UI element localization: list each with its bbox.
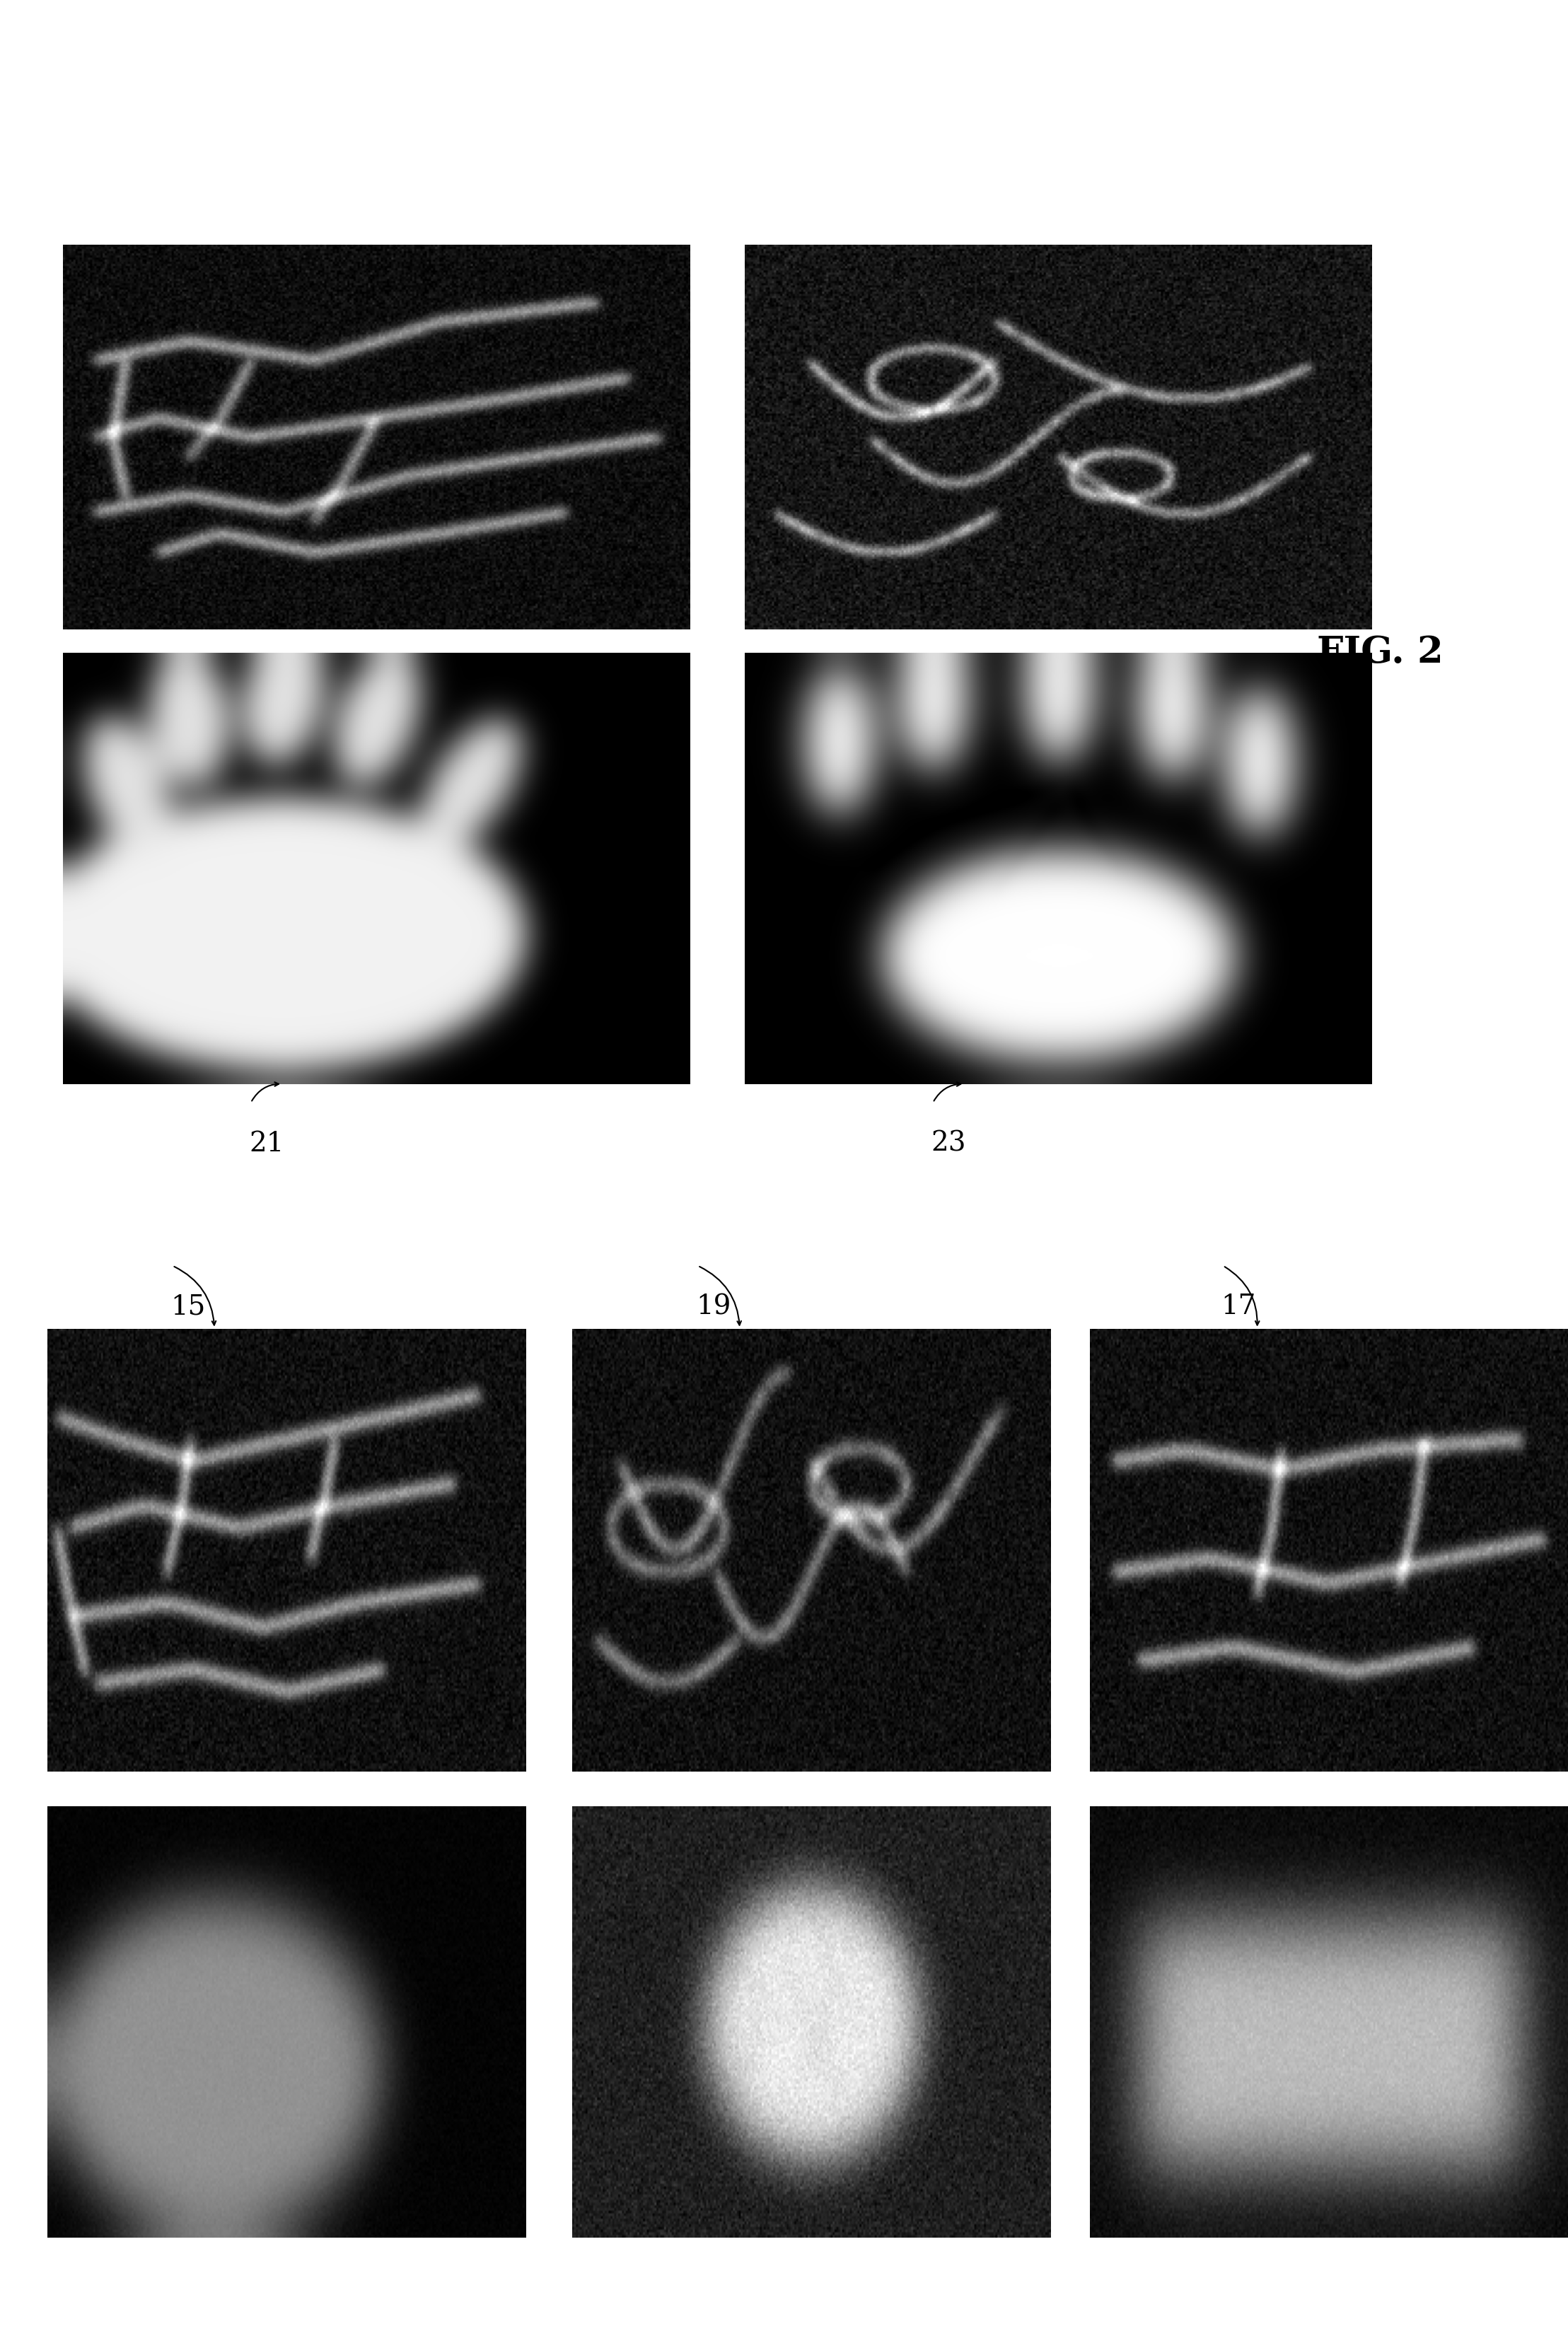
- Text: 17: 17: [1221, 1294, 1256, 1319]
- Text: FIG. 2: FIG. 2: [1317, 634, 1443, 671]
- Text: 21: 21: [249, 1131, 284, 1156]
- Text: 15: 15: [171, 1294, 205, 1319]
- Text: 19: 19: [696, 1294, 731, 1319]
- Text: 23: 23: [931, 1131, 966, 1156]
